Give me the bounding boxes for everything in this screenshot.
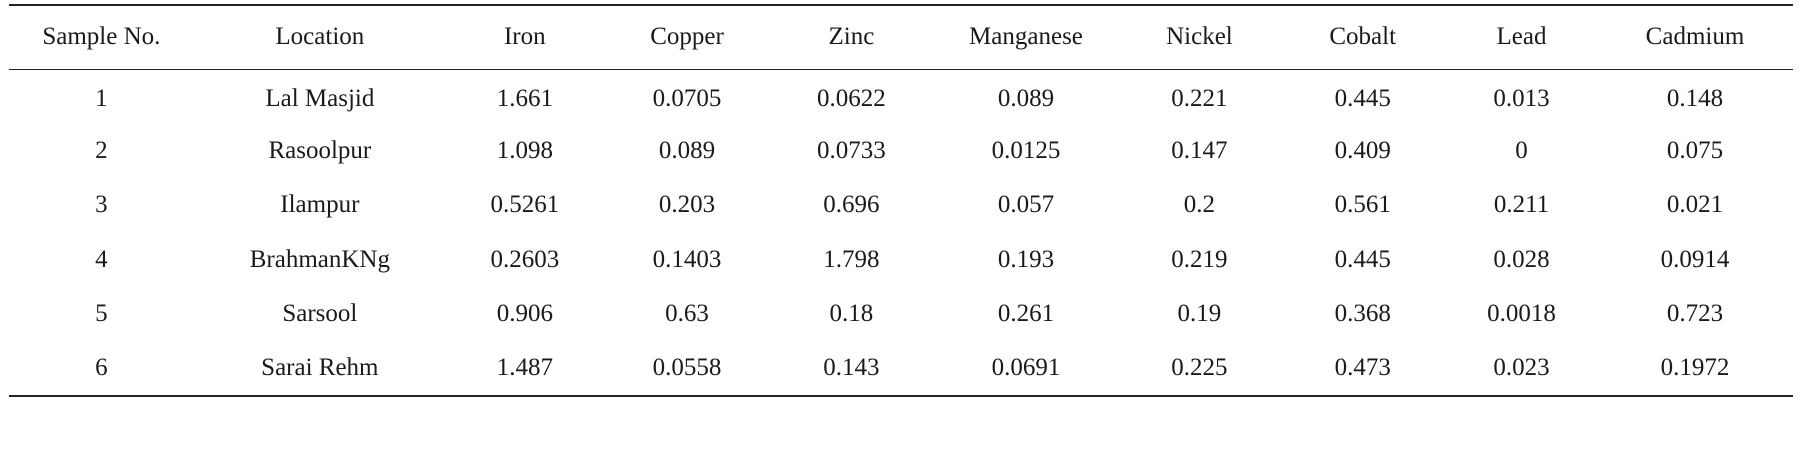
cell-lead: 0.0018 bbox=[1487, 300, 1556, 328]
cell-sample-no: 5 bbox=[95, 300, 108, 328]
table-row: 6 Sarai Rehm 1.487 0.0558 0.143 0.0691 0… bbox=[9, 341, 1793, 397]
cell-copper: 0.089 bbox=[658, 136, 716, 164]
cell-iron: 1.098 bbox=[496, 136, 553, 164]
cell-nickel: 0.19 bbox=[1177, 300, 1222, 328]
table-row: 4 BrahmanKNg 0.2603 0.1403 1.798 0.193 0… bbox=[9, 233, 1793, 288]
header-cobalt: Cobalt bbox=[1279, 4, 1447, 70]
cell-sample-no: 6 bbox=[9, 341, 194, 397]
cell-cobalt: 0.368 bbox=[1334, 300, 1391, 328]
cell-location: Ilampur bbox=[280, 191, 360, 219]
header-lead: Lead bbox=[1446, 4, 1597, 70]
cell-cobalt: 0.409 bbox=[1334, 136, 1391, 164]
table-header-row: Sample No. Location Iron Copper Zinc Man… bbox=[9, 4, 1793, 70]
cell-iron: 1.661 bbox=[496, 84, 553, 112]
heavy-metal-table: Sample No. Location Iron Copper Zinc Man… bbox=[9, 4, 1793, 397]
heavy-metal-table-container: Sample No. Location Iron Copper Zinc Man… bbox=[9, 4, 1793, 397]
cell-cobalt: 0.473 bbox=[1279, 341, 1447, 397]
cell-iron: 0.5261 bbox=[490, 191, 560, 219]
header-cadmium: Cadmium bbox=[1596, 4, 1793, 70]
cell-zinc: 0.696 bbox=[823, 191, 880, 219]
cell-location: Sarai Rehm bbox=[193, 341, 446, 397]
cell-sample-no: 1 bbox=[95, 84, 108, 112]
cell-cadmium: 0.1972 bbox=[1596, 341, 1793, 397]
table-row: 3 Ilampur 0.5261 0.203 0.696 0.057 0.2 0… bbox=[9, 178, 1793, 233]
cell-manganese: 0.0125 bbox=[991, 136, 1061, 164]
cell-iron: 1.487 bbox=[445, 341, 604, 397]
cell-cadmium: 0.075 bbox=[1666, 136, 1724, 164]
cell-cobalt: 0.561 bbox=[1334, 191, 1391, 219]
cell-lead: 0.023 bbox=[1446, 341, 1597, 397]
cell-cobalt: 0.445 bbox=[1334, 245, 1391, 273]
cell-zinc: 0.0733 bbox=[817, 136, 886, 164]
cell-zinc: 0.143 bbox=[770, 341, 933, 397]
cell-manganese: 0.057 bbox=[997, 191, 1055, 219]
cell-lead: 0.013 bbox=[1493, 84, 1550, 112]
table-row: 5 Sarsool 0.906 0.63 0.18 0.261 0.19 0.3… bbox=[9, 287, 1793, 342]
cell-location: Sarsool bbox=[282, 300, 358, 328]
cell-cobalt: 0.445 bbox=[1334, 84, 1391, 112]
cell-sample-no: 4 bbox=[95, 245, 108, 273]
header-iron: Iron bbox=[445, 4, 604, 70]
cell-location: BrahmanKNg bbox=[249, 245, 390, 273]
cell-iron: 0.906 bbox=[496, 300, 553, 328]
cell-zinc: 0.18 bbox=[829, 300, 874, 328]
cell-iron: 0.2603 bbox=[490, 245, 560, 273]
cell-copper: 0.203 bbox=[658, 191, 716, 219]
header-location: Location bbox=[193, 4, 446, 70]
table-row: 1 Lal Masjid 1.661 0.0705 0.0622 0.089 0… bbox=[9, 69, 1793, 124]
cell-zinc: 0.0622 bbox=[817, 84, 886, 112]
cell-sample-no: 3 bbox=[95, 191, 108, 219]
cell-manganese: 0.193 bbox=[997, 245, 1055, 273]
cell-copper: 0.1403 bbox=[652, 245, 722, 273]
header-manganese: Manganese bbox=[932, 4, 1120, 70]
cell-nickel: 0.147 bbox=[1171, 136, 1228, 164]
header-copper: Copper bbox=[603, 4, 771, 70]
cell-cadmium: 0.021 bbox=[1666, 191, 1724, 219]
cell-lead: 0 bbox=[1515, 136, 1528, 164]
cell-manganese: 0.0691 bbox=[932, 341, 1120, 397]
cell-copper: 0.63 bbox=[665, 300, 709, 328]
cell-sample-no: 2 bbox=[95, 136, 108, 164]
cell-manganese: 0.089 bbox=[997, 84, 1055, 112]
cell-zinc: 1.798 bbox=[823, 245, 880, 273]
cell-copper: 0.0558 bbox=[603, 341, 771, 397]
cell-manganese: 0.261 bbox=[997, 300, 1055, 328]
header-sample-no: Sample No. bbox=[9, 4, 194, 70]
cell-lead: 0.028 bbox=[1493, 245, 1550, 273]
table-row: 2 Rasoolpur 1.098 0.089 0.0733 0.0125 0.… bbox=[9, 124, 1793, 179]
cell-location: Rasoolpur bbox=[268, 136, 372, 164]
cell-cadmium: 0.148 bbox=[1666, 84, 1724, 112]
cell-nickel: 0.219 bbox=[1171, 245, 1228, 273]
cell-copper: 0.0705 bbox=[652, 84, 722, 112]
cell-cadmium: 0.723 bbox=[1666, 300, 1724, 328]
header-zinc: Zinc bbox=[770, 4, 933, 70]
cell-lead: 0.211 bbox=[1493, 191, 1550, 219]
cell-location: Lal Masjid bbox=[265, 84, 375, 112]
cell-cadmium: 0.0914 bbox=[1660, 245, 1730, 273]
cell-nickel: 0.2 bbox=[1183, 191, 1216, 219]
cell-nickel: 0.225 bbox=[1119, 341, 1280, 397]
cell-nickel: 0.221 bbox=[1171, 84, 1228, 112]
header-nickel: Nickel bbox=[1119, 4, 1280, 70]
